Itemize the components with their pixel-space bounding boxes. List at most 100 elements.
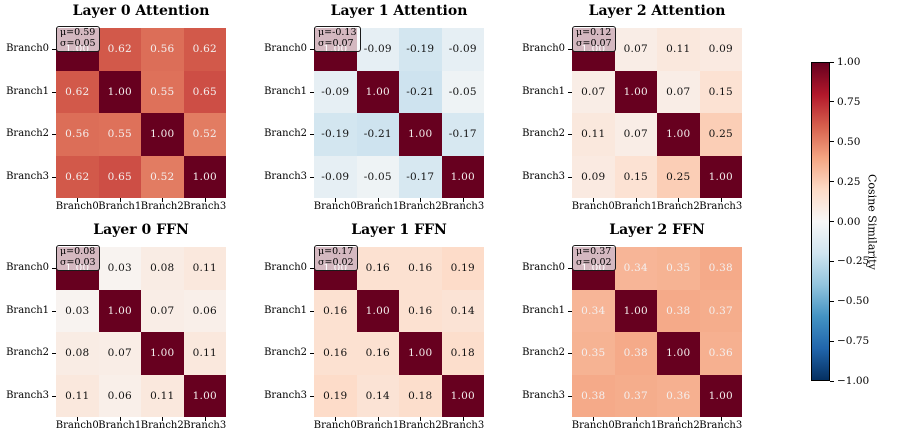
colorbar-tick bbox=[830, 141, 834, 143]
heatmap-cell: 0.34 bbox=[614, 247, 657, 290]
heatmap-cell: 0.06 bbox=[183, 289, 226, 332]
heatmap-cell: 0.18 bbox=[399, 374, 442, 417]
y-axis-tick bbox=[568, 353, 572, 355]
heatmap-cell: 0.14 bbox=[356, 374, 399, 417]
heatmap-cell: 0.38 bbox=[699, 247, 742, 290]
colorbar-gradient bbox=[811, 62, 830, 381]
col-label: Branch0 bbox=[571, 201, 615, 212]
y-axis-tick bbox=[52, 134, 56, 136]
heatmap-cell: -0.09 bbox=[356, 28, 399, 71]
row-label: Branch2 bbox=[264, 128, 307, 140]
colorbar-label-wrap: Cosine Similarity bbox=[864, 62, 880, 381]
heatmap-cell: -0.09 bbox=[314, 155, 357, 198]
heatmap-layer-1-attention: 1.00-0.09-0.19-0.09-0.091.00-0.21-0.05-0… bbox=[314, 26, 484, 198]
col-label: Branch1 bbox=[614, 420, 658, 431]
heatmap-cell: 0.38 bbox=[657, 289, 700, 332]
heatmap-cell: 0.09 bbox=[699, 28, 742, 71]
y-axis-tick bbox=[52, 353, 56, 355]
colorbar-tick bbox=[830, 61, 834, 63]
colorbar-tick bbox=[830, 181, 834, 183]
heatmap-cell: 0.36 bbox=[657, 374, 700, 417]
x-axis-tick bbox=[593, 198, 595, 202]
stats-annotation: μ=-0.13 σ=0.07 bbox=[314, 26, 361, 52]
x-axis-tick bbox=[162, 198, 164, 202]
heatmap-cell: 0.07 bbox=[614, 113, 657, 156]
x-axis-tick bbox=[335, 198, 337, 202]
heatmap-cell: 0.11 bbox=[56, 374, 99, 417]
heatmap-cell: 0.11 bbox=[183, 247, 226, 290]
row-label: Branch2 bbox=[522, 347, 565, 359]
heatmap-cell: 0.07 bbox=[572, 70, 615, 113]
heatmap-cell: 0.62 bbox=[56, 155, 99, 198]
col-label: Branch3 bbox=[441, 420, 485, 431]
heatmap-cell: 0.34 bbox=[572, 289, 615, 332]
col-label: Branch2 bbox=[140, 201, 184, 212]
x-axis-tick bbox=[720, 417, 722, 421]
heatmap-cell: 0.62 bbox=[183, 28, 226, 71]
row-label: Branch2 bbox=[6, 347, 49, 359]
heatmap-cell: 0.03 bbox=[98, 247, 141, 290]
x-axis-tick bbox=[377, 198, 379, 202]
stats-annotation: μ=0.59 σ=0.05 bbox=[56, 26, 100, 52]
colorbar-tick-label: 0.50 bbox=[837, 135, 861, 148]
row-label: Branch3 bbox=[6, 389, 49, 401]
heatmap-cell: 0.07 bbox=[657, 70, 700, 113]
heatmap-cell: 0.16 bbox=[356, 247, 399, 290]
row-label: Branch0 bbox=[522, 43, 565, 55]
heatmap-cell: 0.14 bbox=[441, 289, 484, 332]
col-label: Branch3 bbox=[441, 201, 485, 212]
y-axis-tick bbox=[310, 395, 314, 397]
heatmap-cell: -0.19 bbox=[399, 28, 442, 71]
row-label: Branch2 bbox=[522, 128, 565, 140]
heatmap-cell: 0.19 bbox=[314, 374, 357, 417]
heatmap-cell: 0.65 bbox=[183, 70, 226, 113]
row-label: Branch1 bbox=[6, 304, 49, 316]
heatmap-cell: -0.21 bbox=[399, 70, 442, 113]
heatmap-cell: 0.25 bbox=[657, 155, 700, 198]
col-label: Branch2 bbox=[140, 420, 184, 431]
heatmap-cell: 0.25 bbox=[699, 113, 742, 156]
colorbar-tick bbox=[830, 260, 834, 262]
heatmap-layer-2-attention: 1.000.070.110.090.071.000.070.150.110.07… bbox=[572, 26, 742, 198]
col-label: Branch1 bbox=[614, 201, 658, 212]
col-label: Branch0 bbox=[313, 420, 357, 431]
y-axis-tick bbox=[52, 91, 56, 93]
heatmap-cell: 0.16 bbox=[314, 289, 357, 332]
x-axis-tick bbox=[204, 198, 206, 202]
heatmap-cell: 1.00 bbox=[699, 155, 742, 198]
col-label: Branch3 bbox=[699, 201, 743, 212]
stats-annotation: μ=0.17 σ=0.02 bbox=[314, 245, 358, 271]
heatmap-cell: 1.00 bbox=[399, 113, 442, 156]
heatmap-cell: 1.00 bbox=[614, 289, 657, 332]
row-label: Branch2 bbox=[264, 347, 307, 359]
row-label: Branch0 bbox=[6, 43, 49, 55]
col-label: Branch1 bbox=[98, 420, 142, 431]
heatmap-layer-0-ffn: 1.000.030.080.110.031.000.070.060.080.07… bbox=[56, 245, 226, 417]
heatmap-cell: 0.07 bbox=[141, 289, 184, 332]
heatmap-cell: 0.15 bbox=[614, 155, 657, 198]
heatmap-cell: -0.09 bbox=[441, 28, 484, 71]
heatmap-cell: 1.00 bbox=[699, 374, 742, 417]
colorbar-tick-label: −1.00 bbox=[837, 375, 870, 387]
x-axis-tick bbox=[420, 198, 422, 202]
heatmap-cell: 1.00 bbox=[441, 155, 484, 198]
heatmap-cell: 0.07 bbox=[614, 28, 657, 71]
col-label: Branch2 bbox=[656, 420, 700, 431]
y-axis-tick bbox=[568, 134, 572, 136]
x-axis-tick bbox=[678, 198, 680, 202]
heatmap-cell: -0.19 bbox=[314, 113, 357, 156]
y-axis-tick bbox=[310, 91, 314, 93]
row-label: Branch1 bbox=[522, 85, 565, 97]
x-axis-tick bbox=[462, 417, 464, 421]
col-label: Branch0 bbox=[571, 420, 615, 431]
x-axis-tick bbox=[420, 417, 422, 421]
y-axis-tick bbox=[52, 176, 56, 178]
heatmap-cell: 0.38 bbox=[614, 332, 657, 375]
col-label: Branch0 bbox=[313, 201, 357, 212]
heatmap-cell: 0.11 bbox=[572, 113, 615, 156]
stats-annotation: μ=0.37 σ=0.02 bbox=[572, 245, 616, 271]
y-axis-tick bbox=[310, 176, 314, 178]
heatmap-cell: 1.00 bbox=[356, 70, 399, 113]
x-axis-tick bbox=[77, 417, 79, 421]
x-axis-tick bbox=[678, 417, 680, 421]
